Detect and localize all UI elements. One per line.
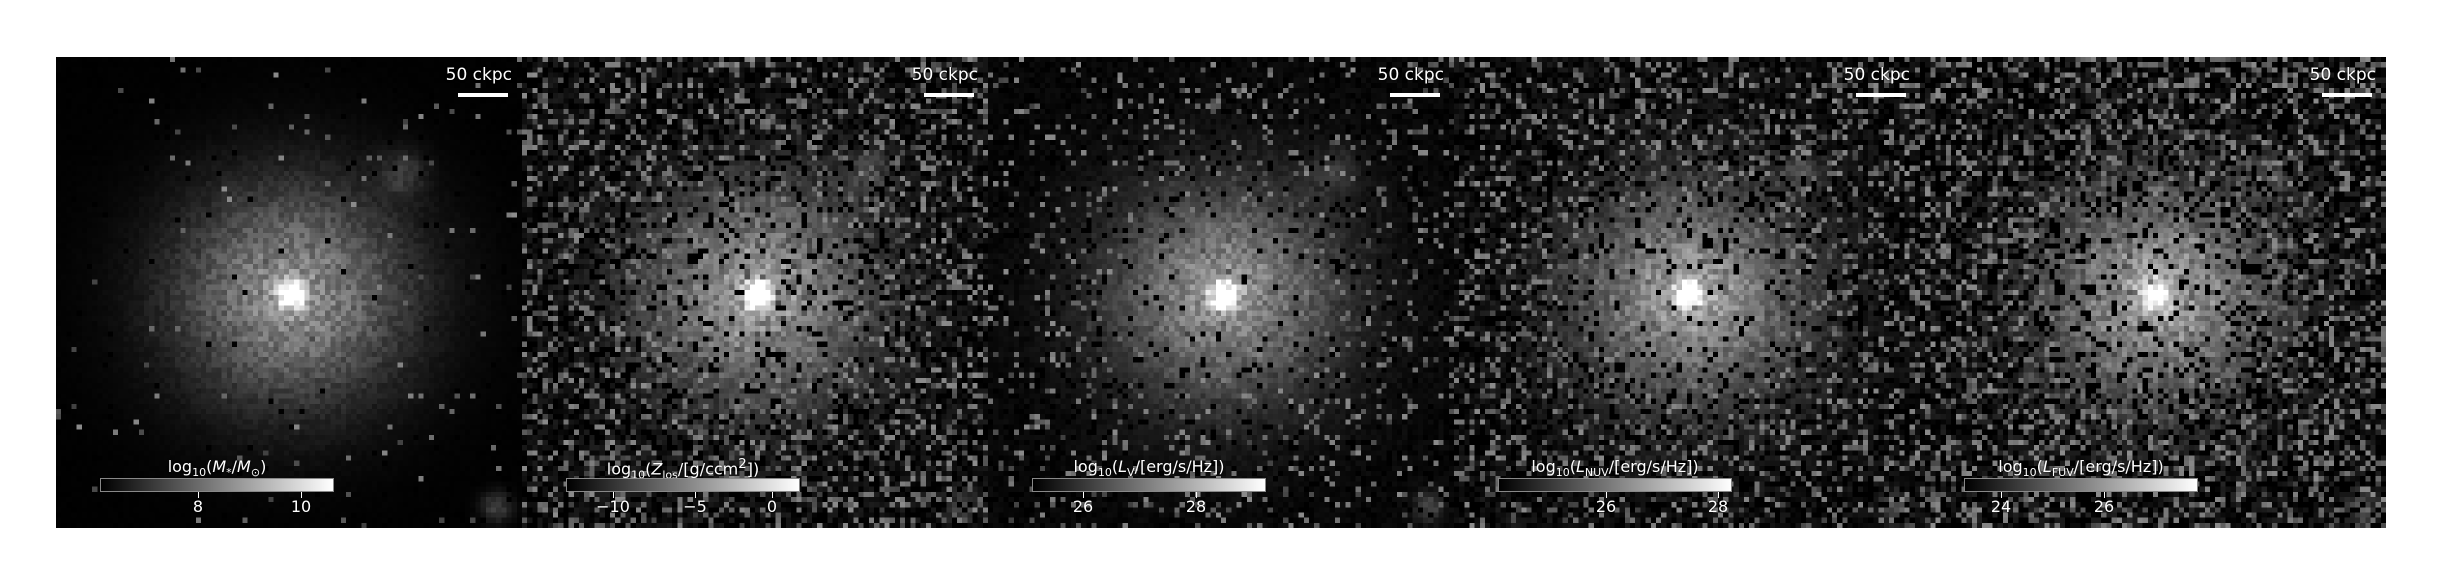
stellar-mass-map-image (56, 57, 522, 528)
nuv-map-image (1454, 57, 1920, 528)
colorbar-tick-label: 24 (1990, 497, 2012, 516)
scale-bar-label: 50 ckpc (2309, 65, 2376, 85)
colorbar-tick-label: 28 (1185, 497, 1207, 516)
colorbar: log10(M*/M⊙) 8 10 (100, 457, 334, 517)
colorbar-tick (301, 492, 302, 498)
colorbar-tick-label: 28 (1707, 497, 1729, 516)
colorbar-gradient (1964, 478, 2198, 492)
galaxy-map-strip: 50 ckpc log10(M*/M⊙) 8 10 50 ckpc log10(Z… (56, 57, 2386, 528)
colorbar-tick-label: 26 (1072, 497, 1094, 516)
colorbar-gradient (1032, 478, 1266, 492)
colorbar: log10(Zlos/[g/ccm2]) −10 −5 0 (566, 457, 800, 517)
colorbar-tick (1196, 492, 1197, 498)
colorbar-tick (695, 492, 696, 498)
colorbar-gradient (100, 478, 334, 492)
colorbar-tick (1718, 492, 1719, 498)
colorbar-tick-label: −10 (596, 497, 630, 516)
scale-bar: 50 ckpc (886, 65, 982, 105)
colorbar: log10(LFUV/[erg/s/Hz]) 24 26 (1964, 457, 2198, 517)
panel-metallicity: 50 ckpc log10(Zlos/[g/ccm2]) −10 −5 0 (522, 57, 988, 528)
scale-bar: 50 ckpc (1352, 65, 1448, 105)
scale-bar-line (2322, 93, 2372, 97)
colorbar-label: log10(M*/M⊙) (167, 457, 267, 480)
colorbar: log10(LNUV/[erg/s/Hz]) 26 28 (1498, 457, 1732, 517)
panel-nuv: 50 ckpc log10(LNUV/[erg/s/Hz]) 26 28 (1454, 57, 1920, 528)
v-band-map-image (988, 57, 1454, 528)
colorbar-tick (1083, 492, 1084, 498)
colorbar-tick-label: 26 (2093, 497, 2115, 516)
scale-bar-line (924, 93, 974, 97)
scale-bar-line (1390, 93, 1440, 97)
scale-bar-line (1856, 93, 1906, 97)
scale-bar-label: 50 ckpc (445, 65, 512, 85)
colorbar-label: log10(LV/[erg/s/Hz]) (1073, 457, 1225, 480)
colorbar: log10(LV/[erg/s/Hz]) 26 28 (1032, 457, 1266, 517)
colorbar-tick-label: 26 (1595, 497, 1617, 516)
colorbar-tick (2001, 492, 2002, 498)
metallicity-map-image (522, 57, 988, 528)
panel-stellar-mass: 50 ckpc log10(M*/M⊙) 8 10 (56, 57, 522, 528)
colorbar-tick (1606, 492, 1607, 498)
scale-bar: 50 ckpc (2284, 65, 2380, 105)
colorbar-tick-label: 0 (766, 497, 778, 516)
scale-bar-label: 50 ckpc (1377, 65, 1444, 85)
panel-v-band: 50 ckpc log10(LV/[erg/s/Hz]) 26 28 (988, 57, 1454, 528)
scale-bar-label: 50 ckpc (911, 65, 978, 85)
colorbar-tick-label: 10 (290, 497, 312, 516)
scale-bar: 50 ckpc (420, 65, 516, 105)
colorbar-label: log10(LFUV/[erg/s/Hz]) (1998, 457, 2164, 480)
colorbar-tick (772, 492, 773, 498)
scale-bar-line (458, 93, 508, 97)
colorbar-tick (613, 492, 614, 498)
colorbar-gradient (1498, 478, 1732, 492)
colorbar-tick (198, 492, 199, 498)
fuv-map-image (1920, 57, 2386, 528)
colorbar-tick-label: 8 (192, 497, 204, 516)
scale-bar: 50 ckpc (1818, 65, 1914, 105)
colorbar-tick-label: −5 (683, 497, 707, 516)
scale-bar-label: 50 ckpc (1843, 65, 1910, 85)
panel-fuv: 50 ckpc log10(LFUV/[erg/s/Hz]) 24 26 (1920, 57, 2386, 528)
colorbar-label: log10(LNUV/[erg/s/Hz]) (1531, 457, 1699, 480)
colorbar-gradient (566, 478, 800, 492)
colorbar-tick (2104, 492, 2105, 498)
